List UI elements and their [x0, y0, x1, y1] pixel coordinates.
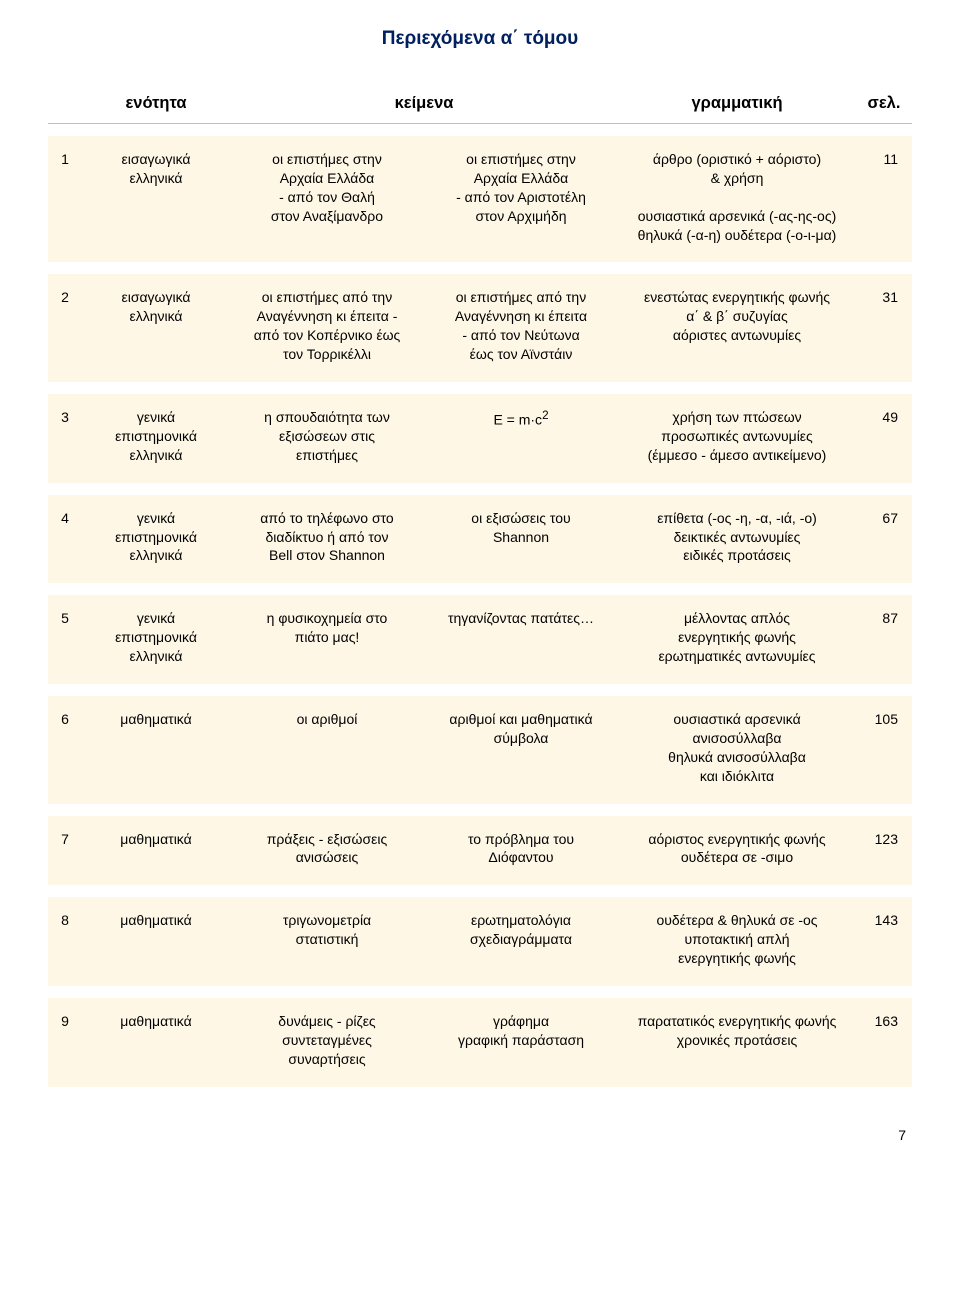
- row-texts-a: τριγωνομετρίαστατιστική: [230, 897, 424, 986]
- row-page: 87: [856, 595, 912, 684]
- row-page: 49: [856, 394, 912, 483]
- row-grammar: ουδέτερα & θηλυκά σε -οςυποτακτική απλήε…: [618, 897, 856, 986]
- row-grammar: αόριστος ενεργητικής φωνήςουδέτερα σε -σ…: [618, 816, 856, 886]
- header-empty: [48, 84, 82, 124]
- row-index: 8: [48, 897, 82, 986]
- header-grammar: γραμματική: [618, 84, 856, 124]
- row-texts-b: E = m·c2: [424, 394, 618, 483]
- row-index: 9: [48, 998, 82, 1087]
- row-texts-a: οι επιστήμες από τηνΑναγέννηση κι έπειτα…: [230, 274, 424, 382]
- table-row: 6μαθηματικάοι αριθμοίαριθμοί και μαθηματ…: [48, 696, 912, 804]
- row-texts-b: τηγανίζοντας πατάτες…: [424, 595, 618, 684]
- table-row: 2εισαγωγικάελληνικάοι επιστήμες από τηνΑ…: [48, 274, 912, 382]
- header-page: σελ.: [856, 84, 912, 124]
- row-page: 31: [856, 274, 912, 382]
- row-unit: γενικάεπιστημονικάελληνικά: [82, 394, 230, 483]
- row-grammar: παρατατικός ενεργητικής φωνήςχρονικές πρ…: [618, 998, 856, 1087]
- contents-table: ενότητα κείμενα γραμματική σελ. 1εισαγωγ…: [48, 72, 912, 1099]
- row-unit: γενικάεπιστημονικάελληνικά: [82, 495, 230, 584]
- row-grammar: ουσιαστικά αρσενικάανισοσύλλαβαθηλυκά αν…: [618, 696, 856, 804]
- row-texts-a: οι επιστήμες στηνΑρχαία Ελλάδα- από τον …: [230, 136, 424, 262]
- row-page: 123: [856, 816, 912, 886]
- table-row: 9μαθηματικάδυνάμεις - ρίζεςσυντεταγμένες…: [48, 998, 912, 1087]
- row-texts-b: οι εξισώσεις τουShannon: [424, 495, 618, 584]
- row-index: 2: [48, 274, 82, 382]
- row-texts-a: η σπουδαιότητα τωνεξισώσεων στιςεπιστήμε…: [230, 394, 424, 483]
- row-grammar: άρθρο (οριστικό + αόριστο)& χρήσηουσιαστ…: [618, 136, 856, 262]
- table-row: 3γενικάεπιστημονικάελληνικάη σπουδαιότητ…: [48, 394, 912, 483]
- row-unit: γενικάεπιστημονικάελληνικά: [82, 595, 230, 684]
- table-row: 4γενικάεπιστημονικάελληνικάαπό το τηλέφω…: [48, 495, 912, 584]
- row-texts-b: ερωτηματολόγιασχεδιαγράμματα: [424, 897, 618, 986]
- row-unit: εισαγωγικάελληνικά: [82, 274, 230, 382]
- table-row: 7μαθηματικάπράξεις - εξισώσειςανισώσειςτ…: [48, 816, 912, 886]
- table-header-row: ενότητα κείμενα γραμματική σελ.: [48, 84, 912, 124]
- row-grammar: επίθετα (-ος -η, -α, -ιά, -ο)δεικτικές α…: [618, 495, 856, 584]
- row-index: 4: [48, 495, 82, 584]
- header-texts: κείμενα: [230, 84, 618, 124]
- row-texts-b: οι επιστήμες στηνΑρχαία Ελλάδα- από τον …: [424, 136, 618, 262]
- row-unit: μαθηματικά: [82, 696, 230, 804]
- row-page: 11: [856, 136, 912, 262]
- row-texts-b: γράφημαγραφική παράσταση: [424, 998, 618, 1087]
- row-texts-a: από το τηλέφωνο στοδιαδίκτυο ή από τονBe…: [230, 495, 424, 584]
- row-texts-a: πράξεις - εξισώσειςανισώσεις: [230, 816, 424, 886]
- row-page: 105: [856, 696, 912, 804]
- header-unit: ενότητα: [82, 84, 230, 124]
- row-index: 5: [48, 595, 82, 684]
- row-texts-a: η φυσικοχημεία στοπιάτο μας!: [230, 595, 424, 684]
- row-texts-a: δυνάμεις - ρίζεςσυντεταγμένεςσυναρτήσεις: [230, 998, 424, 1087]
- row-grammar: ενεστώτας ενεργητικής φωνήςα΄ & β΄ συζυγ…: [618, 274, 856, 382]
- row-texts-a: οι αριθμοί: [230, 696, 424, 804]
- row-page: 163: [856, 998, 912, 1087]
- row-page: 143: [856, 897, 912, 986]
- table-body: 1εισαγωγικάελληνικάοι επιστήμες στηνΑρχα…: [48, 136, 912, 1087]
- row-texts-b: το πρόβλημα τουΔιόφαντου: [424, 816, 618, 886]
- page: Περιεχόμενα α΄ τόμου ενότητα κείμενα γρα…: [0, 0, 960, 1183]
- row-index: 7: [48, 816, 82, 886]
- row-page: 67: [856, 495, 912, 584]
- table-row: 8μαθηματικάτριγωνομετρίαστατιστικήερωτημ…: [48, 897, 912, 986]
- row-index: 6: [48, 696, 82, 804]
- row-texts-b: αριθμοί και μαθηματικάσύμβολα: [424, 696, 618, 804]
- footer-page-number: 7: [48, 1099, 912, 1143]
- row-unit: μαθηματικά: [82, 897, 230, 986]
- row-index: 1: [48, 136, 82, 262]
- row-texts-b: οι επιστήμες από τηνΑναγέννηση κι έπειτα…: [424, 274, 618, 382]
- row-grammar: χρήση των πτώσεωνπροσωπικές αντωνυμίες(έ…: [618, 394, 856, 483]
- row-index: 3: [48, 394, 82, 483]
- page-title: Περιεχόμενα α΄ τόμου: [48, 28, 912, 50]
- row-grammar: μέλλοντας απλόςενεργητικής φωνήςερωτηματ…: [618, 595, 856, 684]
- table-row: 5γενικάεπιστημονικάελληνικάη φυσικοχημεί…: [48, 595, 912, 684]
- row-unit: μαθηματικά: [82, 998, 230, 1087]
- row-unit: εισαγωγικάελληνικά: [82, 136, 230, 262]
- table-row: 1εισαγωγικάελληνικάοι επιστήμες στηνΑρχα…: [48, 136, 912, 262]
- row-unit: μαθηματικά: [82, 816, 230, 886]
